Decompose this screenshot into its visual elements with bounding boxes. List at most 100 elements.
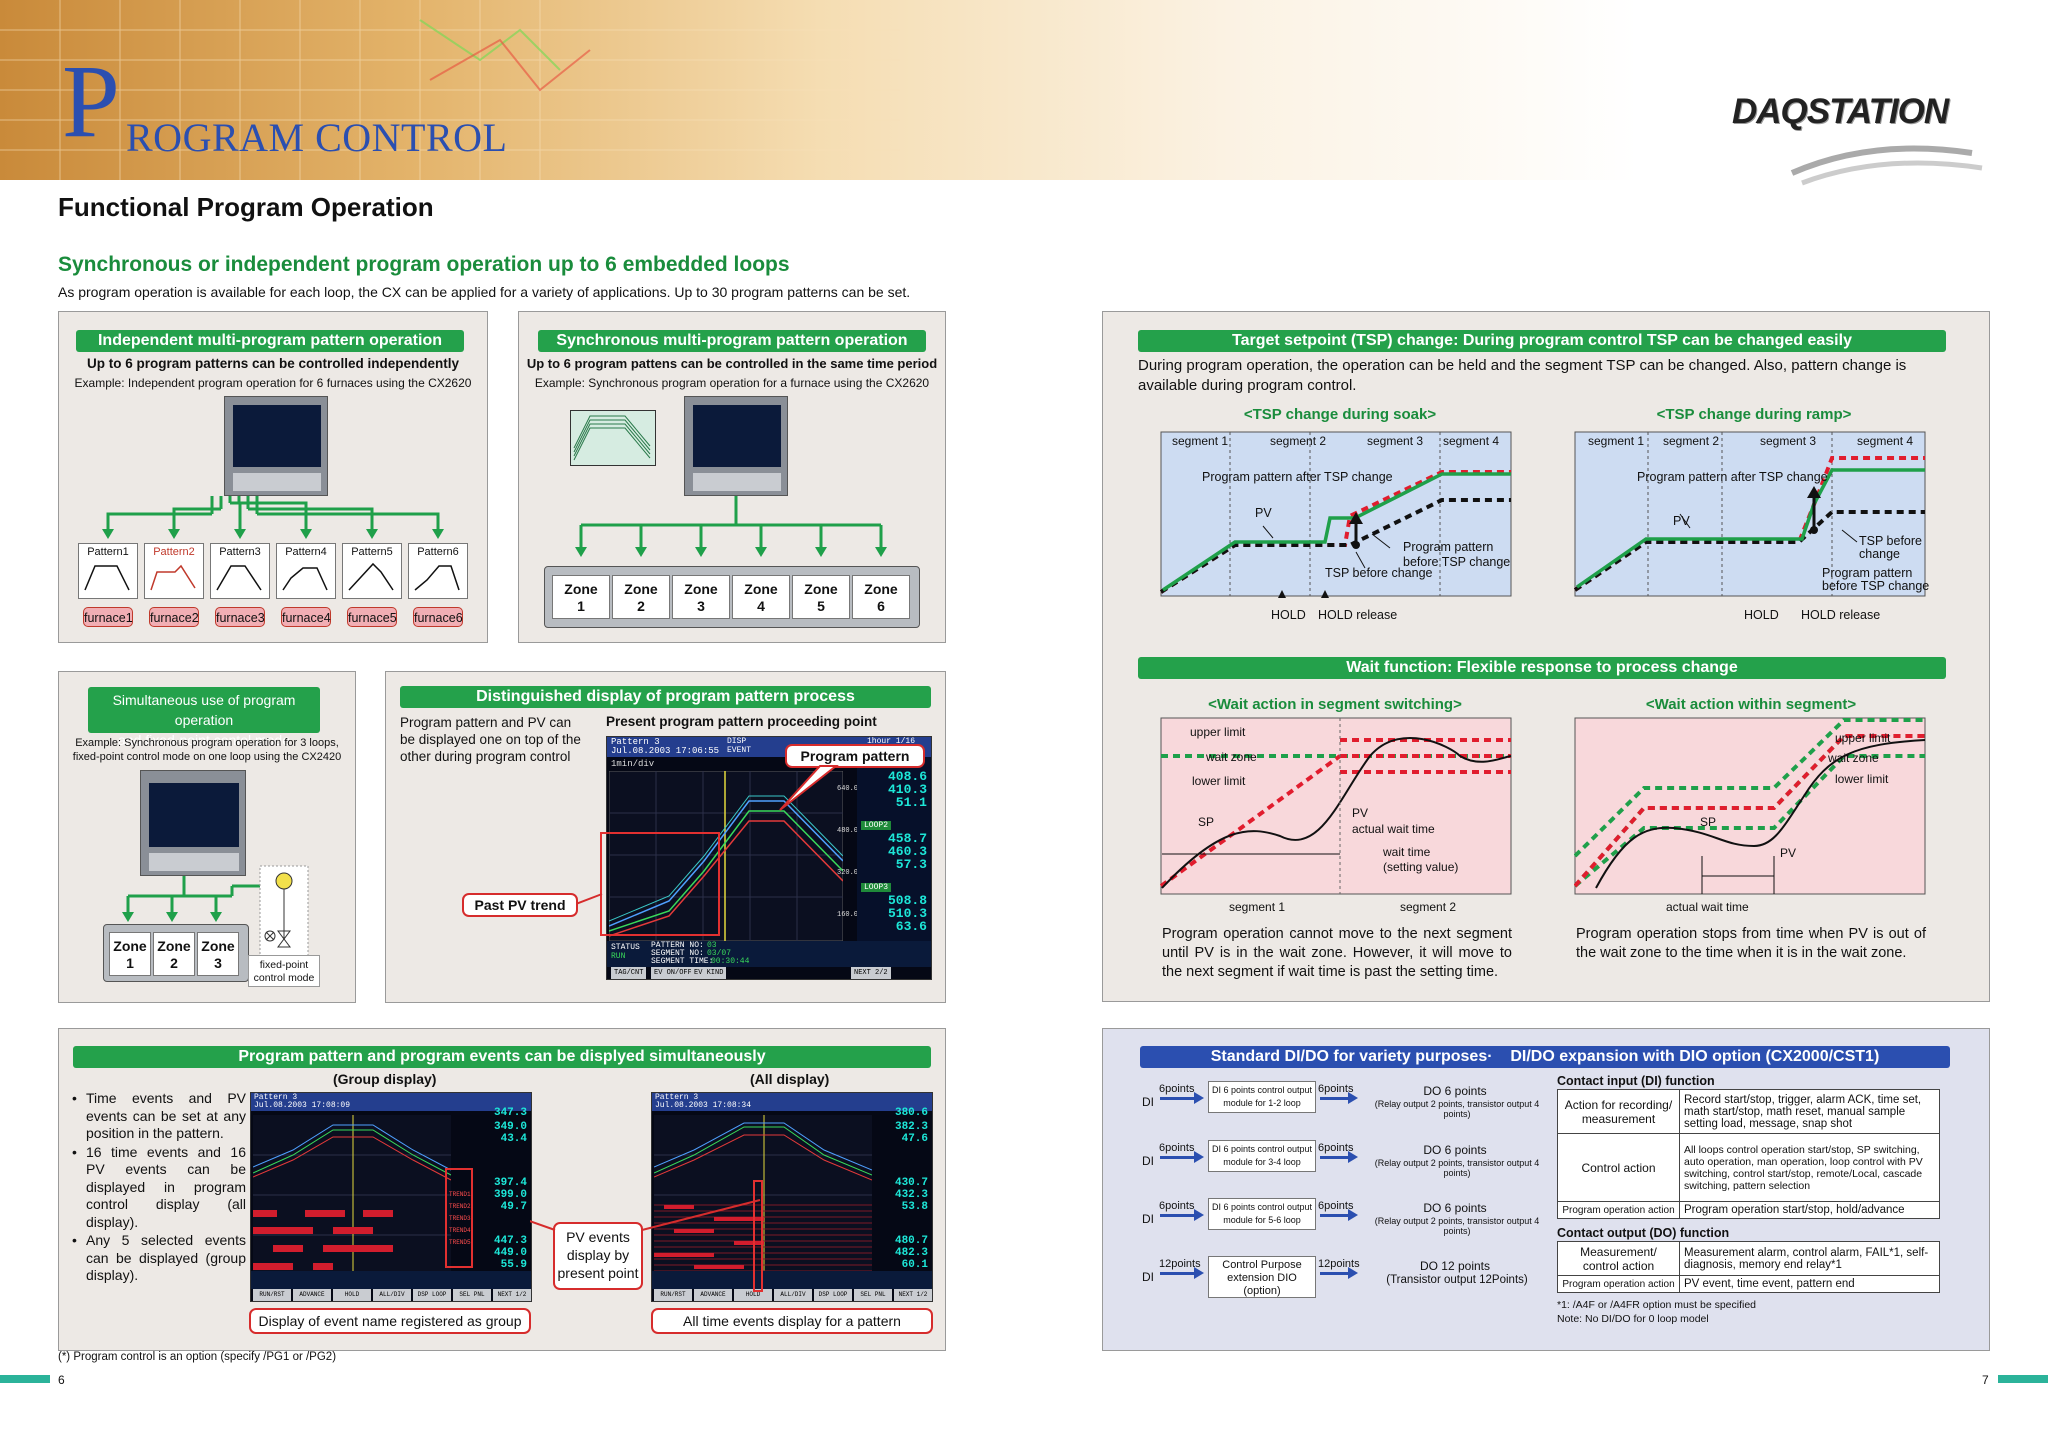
recorder-keypad bbox=[149, 853, 239, 871]
dio-module: DI 6 points control output module for 3-4… bbox=[1208, 1140, 1316, 1172]
events-title: Program pattern and program events can b… bbox=[73, 1046, 931, 1068]
screen-softkey[interactable]: EV KIND bbox=[691, 967, 727, 979]
all-status-bar bbox=[652, 1271, 932, 1289]
switch-zone-label: wait zone bbox=[1206, 750, 1257, 764]
bullet-text: Any 5 selected events can be displayed (… bbox=[86, 1232, 246, 1283]
do-detail: (Relay output 2 points, transistor outpu… bbox=[1374, 1099, 1540, 1119]
independent-sub: Up to 6 program patterns can be controll… bbox=[86, 356, 460, 371]
screen-softkey[interactable]: TAG/CNT bbox=[611, 967, 647, 979]
screen-segment-no-value: 03/07 bbox=[707, 949, 732, 958]
switch-seg2-label: segment 2 bbox=[1400, 900, 1457, 914]
loop-value: 380.6 bbox=[894, 1107, 928, 1119]
screen-softkey[interactable]: ADVANCE bbox=[293, 1289, 331, 1301]
switch-waittime-label-1: wait time bbox=[1383, 845, 1431, 859]
dio-module-line: Control Purpose bbox=[1222, 1259, 1302, 1271]
row-key: Program operation action bbox=[1557, 1275, 1680, 1293]
pattern-curve-icon bbox=[84, 565, 130, 591]
wait-within-chart bbox=[1574, 717, 1926, 895]
within-zone-label: wait zone bbox=[1828, 751, 1879, 765]
tsp-soak-chart bbox=[1160, 431, 1512, 598]
screen-softkey[interactable]: HOLD bbox=[734, 1289, 772, 1301]
di-points: 6points bbox=[1159, 1083, 1195, 1095]
within-desc: Program operation stops from time when P… bbox=[1576, 926, 1926, 961]
screen-segment-time: SEGMENT TIME: bbox=[651, 957, 714, 966]
screen-disp: DISP bbox=[727, 737, 747, 746]
screen-softkey[interactable]: ADVANCE bbox=[694, 1289, 732, 1301]
ramp-tsp-label-2: change bbox=[1859, 547, 1901, 561]
pattern-box: Pattern2 bbox=[144, 543, 204, 599]
recorder-screen bbox=[693, 405, 781, 467]
screen-run: RUN bbox=[611, 952, 626, 961]
screen-softkey[interactable]: RUN/RST bbox=[253, 1289, 291, 1301]
loop-value: 63.6 bbox=[895, 919, 927, 934]
page-title: ROGRAM CONTROL bbox=[126, 115, 508, 160]
screen-softkey[interactable]: EV ON/OFF bbox=[651, 967, 695, 979]
zone-number: 2 bbox=[170, 955, 178, 971]
group-trend-area bbox=[253, 1115, 451, 1285]
screen-date: Jul.08.2003 17:06:55 bbox=[611, 746, 720, 756]
screen-scale-label: 320.0 bbox=[837, 869, 859, 877]
screen-softkey[interactable]: DSP LOOP bbox=[413, 1289, 451, 1301]
loop-value: 510.3 bbox=[887, 906, 927, 921]
recorder-screen bbox=[233, 405, 321, 467]
dio-module-line: DI 6 points control output bbox=[1211, 1085, 1313, 1095]
within-actual-label: actual wait time bbox=[1666, 900, 1749, 914]
screen-scale-label: 160.0 bbox=[837, 911, 859, 919]
zone-number: 3 bbox=[697, 598, 705, 614]
screen-softkey[interactable]: ALL/DIV bbox=[373, 1289, 411, 1301]
zone-label: Zone bbox=[684, 581, 718, 597]
zone-label: Zone bbox=[624, 581, 658, 597]
program-pattern-callout-pointer bbox=[779, 765, 839, 811]
dio-module-line: extension DIO bbox=[1227, 1272, 1297, 1284]
furnace-label: furnace5 bbox=[347, 607, 397, 627]
di-arrow-icon bbox=[1160, 1097, 1200, 1100]
zone-box: Zone 2 bbox=[612, 575, 670, 619]
loop-value: 51.1 bbox=[895, 795, 927, 810]
loop-value: 399.0 bbox=[493, 1189, 527, 1201]
do-arrow-icon bbox=[1320, 1214, 1352, 1217]
loop-value: 347.3 bbox=[493, 1107, 527, 1119]
screen-scale-label: 480.0 bbox=[837, 827, 859, 835]
ramp-pv-label: PV bbox=[1673, 514, 1690, 528]
screen-softkey[interactable]: NEXT 2/2 bbox=[851, 967, 891, 979]
zone-number: 5 bbox=[817, 598, 825, 614]
callout-pointers bbox=[530, 1199, 761, 1231]
group-status-bar bbox=[251, 1271, 531, 1289]
loop-value: 49.7 bbox=[500, 1201, 527, 1213]
screen-softkey[interactable]: RUN/RST bbox=[654, 1289, 692, 1301]
soak-pv-label: PV bbox=[1255, 506, 1272, 520]
table-row: Program operation action Program operatio… bbox=[1557, 1201, 1940, 1219]
screen-softkey[interactable]: NEXT 1/2 bbox=[493, 1289, 531, 1301]
group-callout: Display of event name registered as grou… bbox=[249, 1308, 531, 1334]
distinguished-title: Distinguished display of program pattern… bbox=[400, 686, 931, 708]
recorder-screen bbox=[149, 783, 239, 847]
ramp-before-label-1: Program pattern bbox=[1822, 566, 1913, 580]
screen-softkey[interactable]: DSP LOOP bbox=[814, 1289, 852, 1301]
do-points: 6points bbox=[1318, 1083, 1354, 1095]
page-number-left: 6 bbox=[58, 1373, 65, 1387]
table-row: Measurement/ control action Measurement a… bbox=[1557, 1241, 1940, 1276]
switch-pv-label: PV bbox=[1352, 806, 1369, 820]
screen-header bbox=[251, 1093, 531, 1111]
dio-module-line: DI 6 points control output bbox=[1211, 1202, 1313, 1212]
screen-softkey[interactable]: SEL PNL bbox=[854, 1289, 892, 1301]
furnace-label: furnace1 bbox=[83, 607, 133, 627]
do-arrow-icon bbox=[1320, 1156, 1352, 1159]
screen-softkey[interactable]: ALL/DIV bbox=[774, 1289, 812, 1301]
screen-pattern: Pattern 3 bbox=[611, 737, 660, 747]
contact-input-heading: Contact input (DI) function bbox=[1557, 1074, 1715, 1088]
loop-value: 47.6 bbox=[901, 1133, 928, 1145]
zone-label: Zone bbox=[864, 581, 898, 597]
di-arrow-head-icon bbox=[1194, 1209, 1204, 1221]
screen-trend-area bbox=[609, 771, 843, 941]
segment-label: segment 2 bbox=[1270, 434, 1327, 448]
screen-softkey[interactable]: SEL PNL bbox=[453, 1289, 491, 1301]
pattern-box: Pattern3 bbox=[210, 543, 270, 599]
section-heading: Functional Program Operation bbox=[58, 192, 434, 222]
segment-label: segment 3 bbox=[1367, 434, 1424, 448]
furnace-label: furnace3 bbox=[215, 607, 265, 627]
screen-softkey[interactable]: NEXT 1/2 bbox=[894, 1289, 932, 1301]
loop-value: 57.3 bbox=[895, 857, 927, 872]
sync-recorder-device bbox=[684, 396, 788, 496]
screen-softkey[interactable]: HOLD bbox=[333, 1289, 371, 1301]
